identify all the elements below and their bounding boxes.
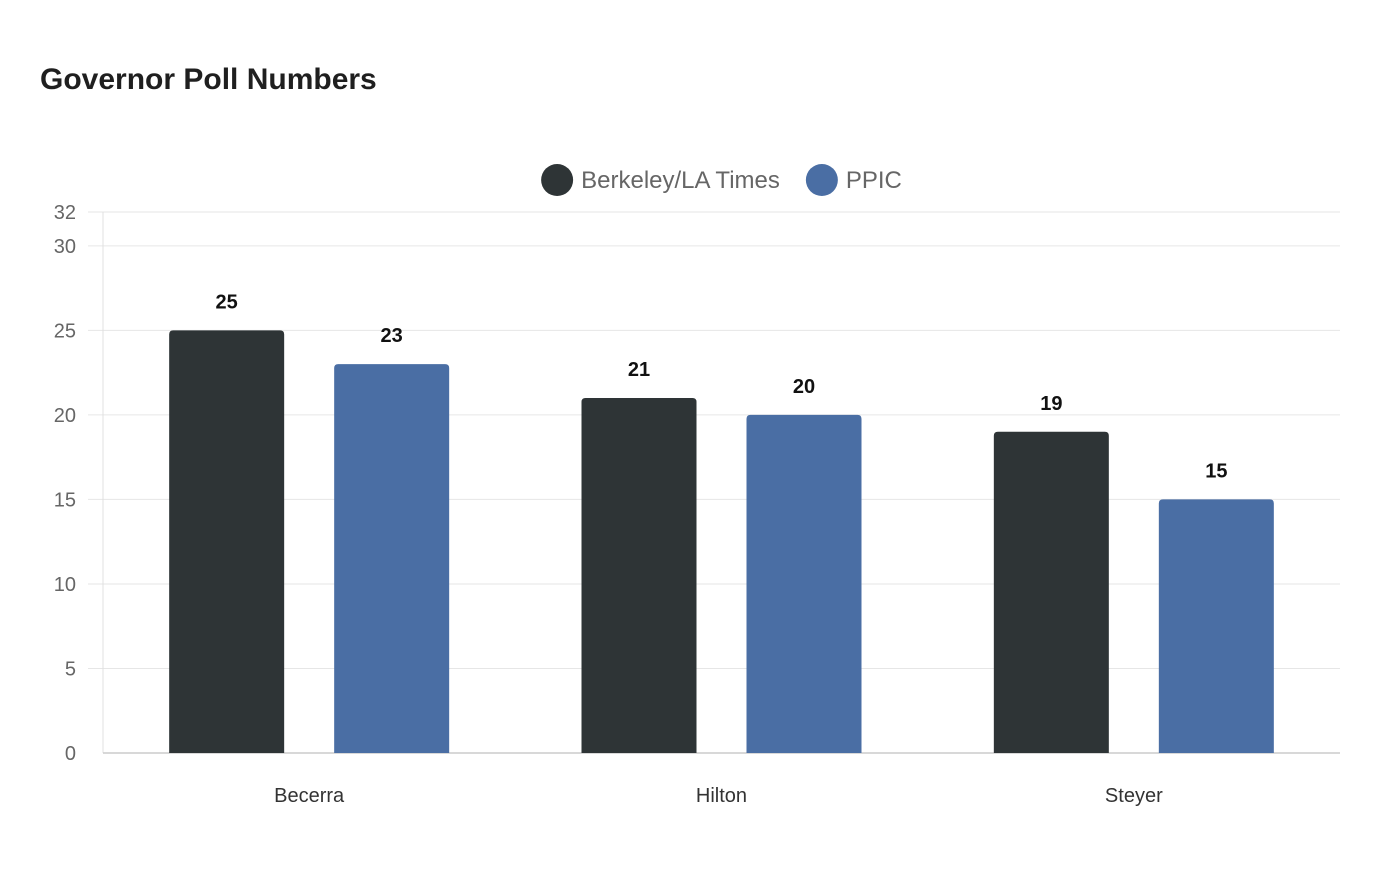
x-axis-categories: Becerra Hilton Steyer [274,785,1163,807]
data-label: 19 [1040,393,1062,415]
legend: Berkeley/LA Times PPIC [541,164,902,196]
bar-hilton-ppic [746,414,862,753]
y-tick-label: 0 [65,743,76,765]
y-tick-label: 32 [54,202,76,224]
legend-swatch [805,164,838,196]
bar-becerra-ppic [334,364,450,753]
data-label: 20 [793,376,815,398]
y-tick-label: 20 [54,405,76,427]
x-category-label: Hilton [696,785,747,807]
legend-item-ppic[interactable]: PPIC [805,164,902,196]
data-label: 21 [628,359,650,381]
data-label: 25 [216,291,238,313]
chart-title: Governor Poll Numbers [40,63,377,96]
legend-swatch [541,164,574,196]
y-axis-ticks: 0 5 10 15 20 25 30 32 [54,202,76,765]
bar-becerra-berkeley-la-times [169,330,285,753]
bar-hilton-berkeley-la-times [581,397,697,753]
x-category-label: Steyer [1105,785,1163,807]
y-tick-label: 25 [54,320,76,342]
legend-label: Berkeley/LA Times [581,167,780,194]
data-label: 15 [1205,460,1227,482]
x-category-label: Becerra [274,785,345,807]
legend-item-berkeley-la-times[interactable]: Berkeley/LA Times [541,164,780,196]
y-tick-label: 30 [54,236,76,258]
bars [169,330,1274,753]
gridlines [88,211,1340,669]
bar-steyer-berkeley-la-times [993,431,1109,753]
y-tick-label: 15 [54,489,76,511]
axes [102,212,1340,754]
data-label: 23 [381,325,403,347]
y-tick-label: 10 [54,574,76,596]
bar-steyer-ppic [1158,499,1274,753]
data-labels: 25 23 21 20 19 15 [216,291,1228,482]
y-tick-label: 5 [65,658,76,680]
legend-label: PPIC [846,167,902,194]
